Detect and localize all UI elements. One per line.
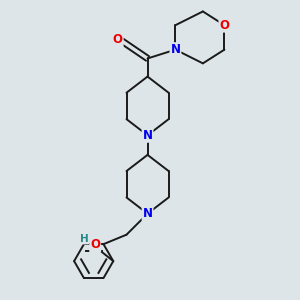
Text: N: N [142, 207, 153, 220]
Text: O: O [90, 238, 100, 251]
Text: N: N [170, 43, 181, 56]
Text: O: O [113, 33, 123, 46]
Text: N: N [142, 129, 153, 142]
Text: H: H [80, 234, 88, 244]
Text: O: O [219, 19, 230, 32]
